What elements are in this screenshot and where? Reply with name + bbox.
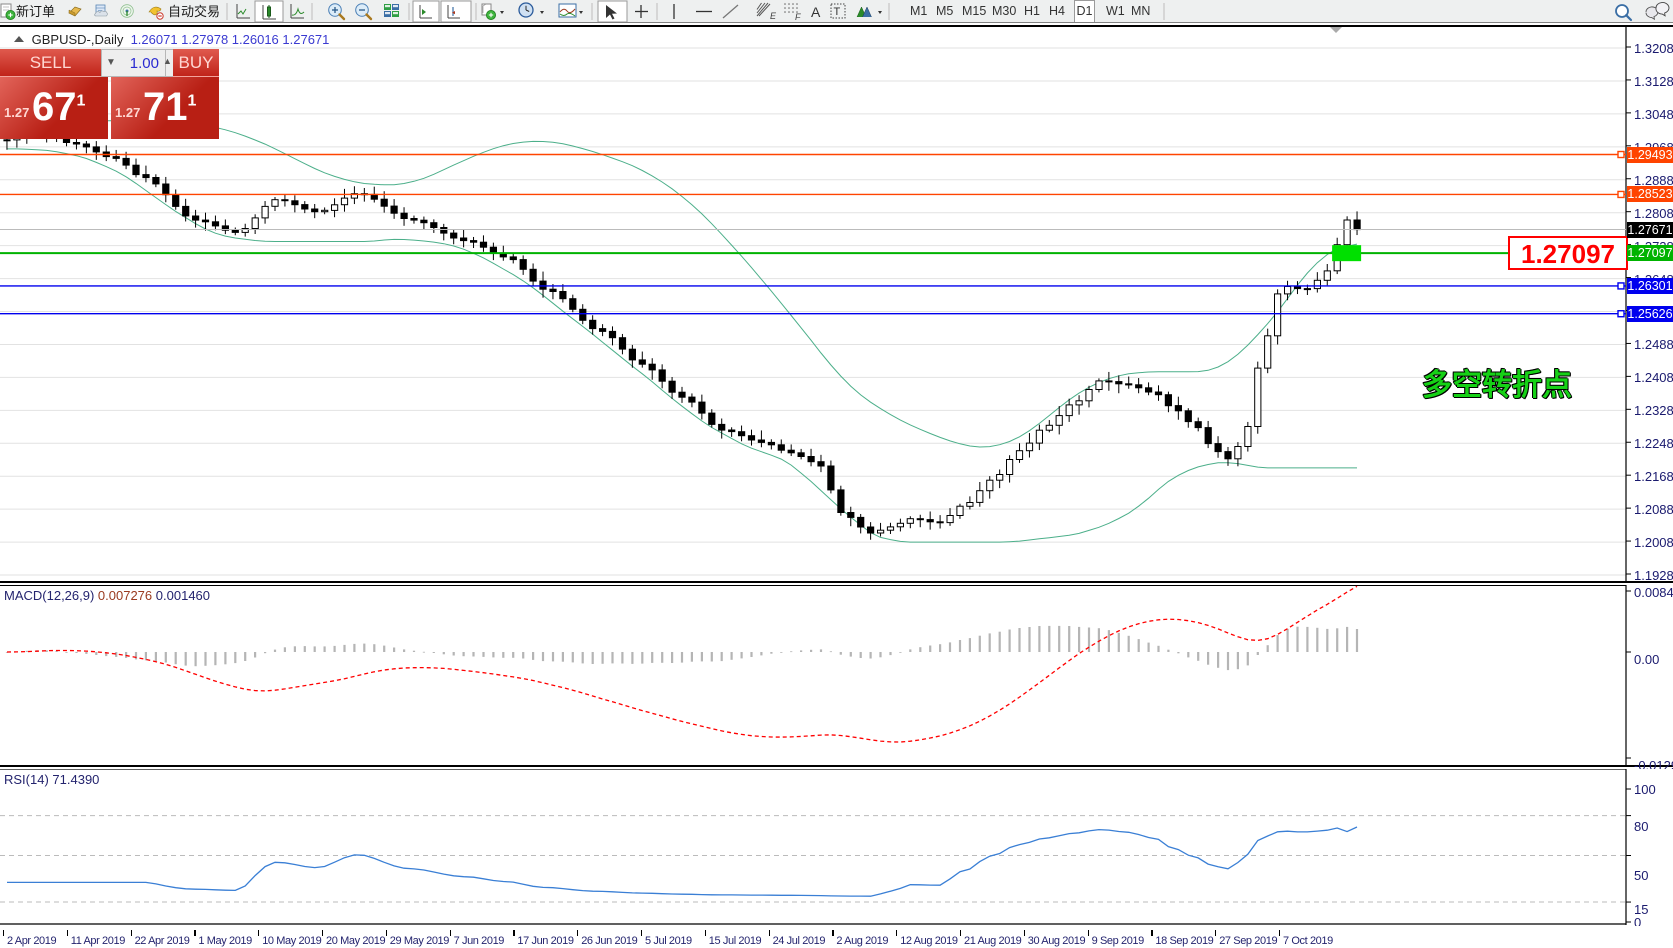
svg-text:E: E xyxy=(770,11,777,21)
svg-text:自动交易: 自动交易 xyxy=(168,4,220,19)
svg-text:A: A xyxy=(811,4,821,20)
svg-text:F: F xyxy=(795,12,801,22)
svg-text:T: T xyxy=(834,6,841,18)
svg-text:新订单: 新订单 xyxy=(16,4,55,19)
